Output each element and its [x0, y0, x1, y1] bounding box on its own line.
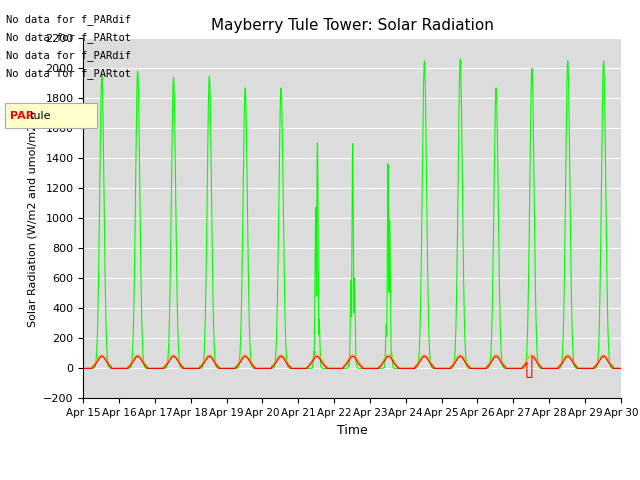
PAR Tule: [617, 366, 625, 372]
Y-axis label: Solar Radiation (W/m2 and umol/m2/s): Solar Radiation (W/m2 and umol/m2/s): [28, 110, 37, 327]
PAR Water: [616, 366, 624, 372]
PAR In: [332, 366, 340, 372]
PAR Tule: [176, 360, 184, 365]
Line: PAR Water: PAR Water: [83, 357, 621, 377]
Title: Mayberry Tule Tower: Solar Radiation: Mayberry Tule Tower: Solar Radiation: [211, 18, 493, 33]
PAR Water: [79, 366, 87, 372]
PAR Tule: [616, 366, 624, 372]
PAR Water: [472, 366, 480, 372]
PAR Tule: [332, 366, 340, 372]
PAR In: [617, 366, 625, 372]
PAR In: [472, 366, 480, 372]
PAR In: [443, 366, 451, 372]
PAR Water: [523, 374, 531, 380]
Line: PAR In: PAR In: [83, 60, 621, 369]
PAR Tule: [492, 352, 500, 358]
PAR In: [456, 57, 464, 62]
PAR In: [79, 366, 87, 372]
PAR Tule: [79, 366, 87, 372]
Text: PAR: PAR: [10, 111, 35, 121]
PAR Water: [617, 366, 625, 372]
PAR Water: [332, 366, 340, 372]
Text: No data for f_PARtot: No data for f_PARtot: [6, 32, 131, 43]
PAR Water: [176, 361, 184, 367]
Text: tule: tule: [29, 111, 51, 121]
Text: No data for f_PARtot: No data for f_PARtot: [6, 68, 131, 79]
PAR Water: [503, 366, 511, 372]
PAR Water: [443, 366, 451, 372]
PAR Water: [492, 354, 500, 360]
PAR In: [176, 361, 184, 367]
PAR Tule: [503, 366, 511, 372]
Text: No data for f_PARdif: No data for f_PARdif: [6, 50, 131, 61]
PAR Tule: [443, 366, 451, 372]
Legend: PAR Water, PAR Tule, PAR In: PAR Water, PAR Tule, PAR In: [191, 477, 513, 480]
Line: PAR Tule: PAR Tule: [83, 355, 621, 369]
Text: No data for f_PARdif: No data for f_PARdif: [6, 13, 131, 24]
PAR In: [616, 366, 624, 372]
PAR In: [503, 366, 511, 372]
X-axis label: Time: Time: [337, 424, 367, 437]
PAR Tule: [472, 366, 480, 372]
